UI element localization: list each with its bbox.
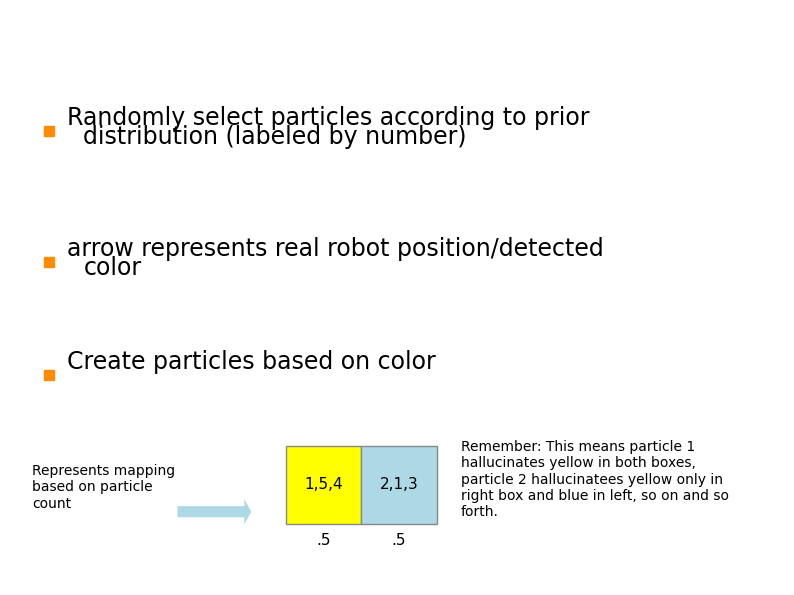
Text: color: color — [83, 256, 141, 280]
Text: 1,5,4: 1,5,4 — [304, 477, 343, 493]
Text: arrow represents real robot position/detected: arrow represents real robot position/det… — [67, 237, 604, 261]
Text: Create particles based on color: Create particles based on color — [67, 350, 436, 374]
Bar — [44, 257, 54, 267]
Text: Remember: This means particle 1
hallucinates yellow in both boxes,
particle 2 ha: Remember: This means particle 1 hallucin… — [461, 440, 729, 519]
Text: Represents mapping
based on particle
count: Represents mapping based on particle cou… — [32, 464, 175, 511]
Bar — [286, 446, 361, 524]
Text: .5: .5 — [391, 533, 407, 547]
Text: Randomly select particles according to prior: Randomly select particles according to p… — [67, 106, 590, 130]
Bar — [44, 370, 54, 380]
Bar — [44, 126, 54, 136]
Text: 2,1,3: 2,1,3 — [380, 477, 418, 493]
Text: distribution (labeled by number): distribution (labeled by number) — [83, 125, 467, 149]
Bar — [361, 446, 437, 524]
Text: .5: .5 — [316, 533, 331, 547]
